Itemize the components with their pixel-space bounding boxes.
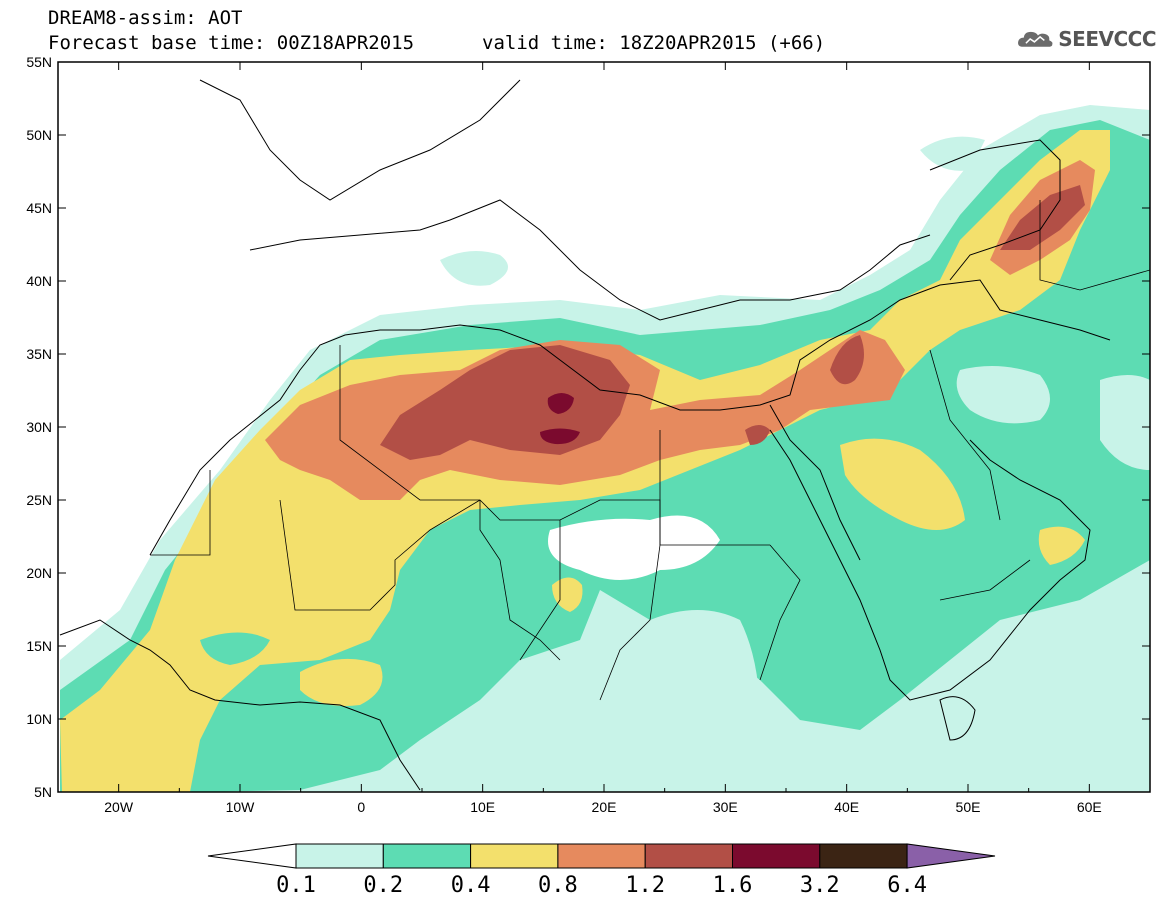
lat-label: 20N bbox=[26, 565, 52, 581]
logo-text: SEEVCCC bbox=[1058, 27, 1156, 51]
aot-low-area bbox=[548, 515, 720, 580]
colorbar-swatch bbox=[295, 843, 384, 869]
lon-label: 50E bbox=[956, 799, 981, 815]
colorbar-under-arrow bbox=[207, 843, 297, 869]
lon-label: 20E bbox=[592, 799, 617, 815]
map-title: DREAM8-assim: AOT bbox=[48, 7, 243, 29]
lat-label: 40N bbox=[26, 273, 52, 289]
country-borders bbox=[150, 200, 1150, 701]
lat-label: 25N bbox=[26, 492, 52, 508]
colorbar-swatch bbox=[382, 843, 472, 869]
longitude-axis: 20W 10W 0 10E 20E 30E 40E 50E 60E bbox=[57, 62, 1151, 815]
lat-label: 45N bbox=[26, 200, 52, 216]
colorbar-label: 0.2 bbox=[363, 873, 403, 898]
aot-1-6-patch bbox=[540, 428, 580, 445]
latitude-axis: 5N 10N 15N 20N 25N 30N 35N 40N 45N 50N 55N bbox=[26, 54, 1150, 800]
aot-1-6-patch bbox=[547, 393, 574, 414]
seevccc-logo: SEEVCCC bbox=[1016, 22, 1156, 56]
colorbar-label: 0.8 bbox=[538, 873, 578, 898]
aot-0-1-patch bbox=[956, 366, 1050, 424]
lat-label: 10N bbox=[26, 711, 52, 727]
lon-label: 20W bbox=[104, 799, 134, 815]
aot-field bbox=[58, 62, 1150, 792]
coastlines bbox=[59, 79, 1111, 791]
lat-label: 55N bbox=[26, 54, 52, 70]
colorbar-label: 3.2 bbox=[800, 873, 840, 898]
aot-1-2-patch bbox=[830, 335, 864, 385]
lon-label: 0 bbox=[357, 799, 365, 815]
aot-0-1-patch bbox=[1100, 375, 1150, 470]
colorbar-swatch bbox=[732, 843, 821, 869]
colorbar-swatch bbox=[470, 843, 559, 869]
lon-label: 10E bbox=[470, 799, 495, 815]
colorbar-label: 1.2 bbox=[625, 873, 665, 898]
colorbar-label: 6.4 bbox=[887, 873, 927, 898]
aot-0-1-patch bbox=[920, 136, 985, 171]
lat-label: 15N bbox=[26, 638, 52, 654]
valid-time: valid time: 18Z20APR2015 (+66) bbox=[482, 32, 826, 54]
lon-label: 40E bbox=[834, 799, 859, 815]
colorbar-swatch bbox=[644, 843, 734, 869]
colorbar: 0.1 0.2 0.4 0.8 1.2 1.6 3.2 6.4 bbox=[207, 843, 996, 898]
colorbar-label: 0.1 bbox=[276, 873, 316, 898]
lon-label: 10W bbox=[226, 799, 256, 815]
aot-0-1-patch bbox=[650, 610, 760, 747]
colorbar-label: 0.4 bbox=[451, 873, 491, 898]
lon-label: 30E bbox=[713, 799, 738, 815]
forecast-base-time: Forecast base time: 00Z18APR2015 bbox=[48, 32, 415, 54]
lon-label: 60E bbox=[1077, 799, 1102, 815]
aot-0-4-patch bbox=[840, 438, 965, 530]
colorbar-label: 1.6 bbox=[713, 873, 753, 898]
lat-label: 35N bbox=[26, 346, 52, 362]
aot-1-2-patch bbox=[1000, 185, 1085, 250]
aot-1-2-patch bbox=[745, 425, 770, 445]
cloud-icon bbox=[1018, 31, 1053, 47]
lat-label: 5N bbox=[34, 784, 52, 800]
colorbar-over-arrow bbox=[906, 843, 996, 869]
aot-0-2-patch bbox=[200, 632, 270, 665]
lat-label: 50N bbox=[26, 127, 52, 143]
colorbar-swatch bbox=[557, 843, 646, 869]
aot-0-4-patch bbox=[1038, 526, 1085, 565]
aot-0-4-patch bbox=[300, 658, 383, 706]
aot-0-1-patch bbox=[440, 251, 508, 286]
colorbar-swatch bbox=[819, 843, 908, 869]
lat-label: 30N bbox=[26, 419, 52, 435]
